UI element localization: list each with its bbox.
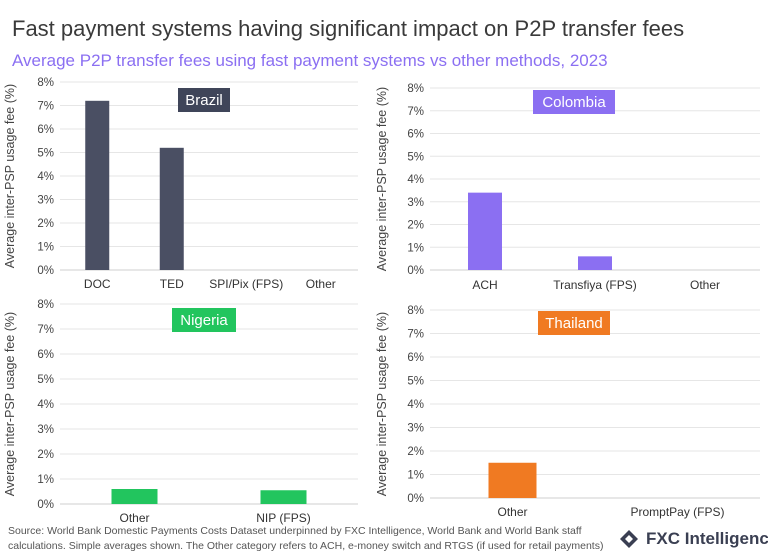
x-category-label: Other (119, 511, 149, 525)
y-tick-label: 7% (407, 329, 424, 341)
country-badge (538, 311, 610, 335)
y-tick-label: 1% (407, 470, 424, 482)
x-category-label: SPI/Pix (FPS) (209, 277, 283, 291)
x-category-label: PromptPay (FPS) (630, 505, 724, 519)
country-title: Colombia (542, 94, 606, 111)
nigeria-chart: 0% 1% 2% 3% 4% 5% 6% 7% 8% Average inter-PSP usag… (3, 299, 358, 525)
y-tick-label: 6% (407, 352, 424, 364)
y-tick-label: 4% (37, 399, 54, 411)
colombia-chart: 0% 1% 2% 3% 4% 5% 6% 7% 8% Average inter-PSP usag… (375, 83, 760, 292)
y-tick-label: 2% (407, 446, 424, 458)
y-tick-label: 5% (37, 374, 54, 386)
y-tick-label: 7% (37, 101, 54, 113)
country-title: Thailand (545, 315, 603, 332)
y-tick-label: 0% (37, 265, 54, 277)
x-category-label: Other (497, 505, 527, 519)
x-category-label: Transfiya (FPS) (553, 278, 637, 292)
y-tick-label: 2% (37, 449, 54, 461)
y-tick-label: 4% (407, 174, 424, 186)
y-tick-label: 1% (37, 242, 54, 254)
x-category-label: NIP (FPS) (256, 511, 310, 525)
bar-doc (85, 100, 110, 270)
y-tick-label: 1% (407, 242, 424, 254)
y-tick-label: 3% (37, 195, 54, 207)
y-tick-label: 6% (37, 349, 54, 361)
x-category-label: TED (160, 277, 184, 291)
x-category-label: Other (306, 277, 336, 291)
bar-ach (468, 192, 502, 270)
country-title: Nigeria (180, 312, 228, 329)
y-tick-label: 6% (407, 129, 424, 141)
logo-text: FXC Intelligence (646, 529, 768, 548)
y-tick-label: 3% (407, 197, 424, 209)
y-tick-label: 2% (37, 218, 54, 230)
x-category-label: DOC (84, 277, 111, 291)
y-tick-label: 6% (37, 124, 54, 136)
bar-nip-fps- (260, 490, 307, 504)
bar-other (488, 462, 537, 498)
bar-other (111, 489, 158, 504)
y-axis-label: Average inter-PSP usage fee (%) (375, 312, 389, 496)
chart-subtitle: Average P2P transfer fees using fast pay… (12, 51, 608, 70)
y-tick-label: 2% (407, 220, 424, 232)
panel-thailand: 0% 1% 2% 3% 4% 5% 6% 7% 8% Average inter-PSP usag… (374, 302, 764, 524)
y-tick-label: 0% (407, 265, 424, 277)
y-tick-label: 3% (407, 423, 424, 435)
y-tick-label: 5% (407, 376, 424, 388)
y-tick-label: 7% (37, 324, 54, 336)
panel-colombia: 0% 1% 2% 3% 4% 5% 6% 7% 8% Average inter-PSP usag… (374, 80, 764, 296)
x-category-label: Other (690, 278, 720, 292)
y-tick-label: 4% (407, 399, 424, 411)
fxc-logo-icon (620, 530, 638, 548)
source-note: Source: World Bank Domestic Payments Cos… (8, 525, 604, 552)
x-category-label: ACH (472, 278, 497, 292)
y-tick-label: 4% (37, 171, 54, 183)
brazil-chart: 0% 1% 2% 3% 4% 5% 6% 7% 8% Average inter-PSP usag… (3, 77, 358, 291)
country-badge (172, 308, 236, 332)
y-tick-label: 7% (407, 106, 424, 118)
y-tick-label: 8% (37, 299, 54, 311)
y-tick-label: 8% (37, 77, 54, 89)
y-tick-label: 1% (37, 474, 54, 486)
country-badge (178, 88, 230, 112)
y-tick-label: 8% (407, 305, 424, 317)
panel-brazil: 0% 1% 2% 3% 4% 5% 6% 7% 8% Average inter-PSP usag… (0, 74, 372, 296)
bar-transfiya-fps- (578, 256, 612, 270)
y-tick-label: 0% (37, 499, 54, 511)
chart-title: Fast payment systems having significant … (12, 16, 685, 41)
y-tick-label: 3% (37, 424, 54, 436)
y-axis-label: Average inter-PSP usage fee (%) (375, 87, 389, 271)
y-tick-label: 8% (407, 83, 424, 95)
brand-logo: FXC Intelligence (618, 528, 768, 550)
y-tick-label: 0% (407, 493, 424, 505)
y-axis-label: Average inter-PSP usage fee (%) (3, 312, 17, 496)
y-axis-label: Average inter-PSP usage fee (%) (3, 84, 17, 268)
y-tick-label: 5% (407, 151, 424, 163)
panel-nigeria: 0% 1% 2% 3% 4% 5% 6% 7% 8% Average inter-PSP usag… (0, 296, 372, 526)
bar-ted (159, 147, 184, 270)
thailand-chart: 0% 1% 2% 3% 4% 5% 6% 7% 8% Average inter-PSP usag… (375, 305, 760, 519)
country-badge (533, 90, 615, 114)
country-title: Brazil (185, 92, 223, 109)
y-tick-label: 5% (37, 148, 54, 160)
